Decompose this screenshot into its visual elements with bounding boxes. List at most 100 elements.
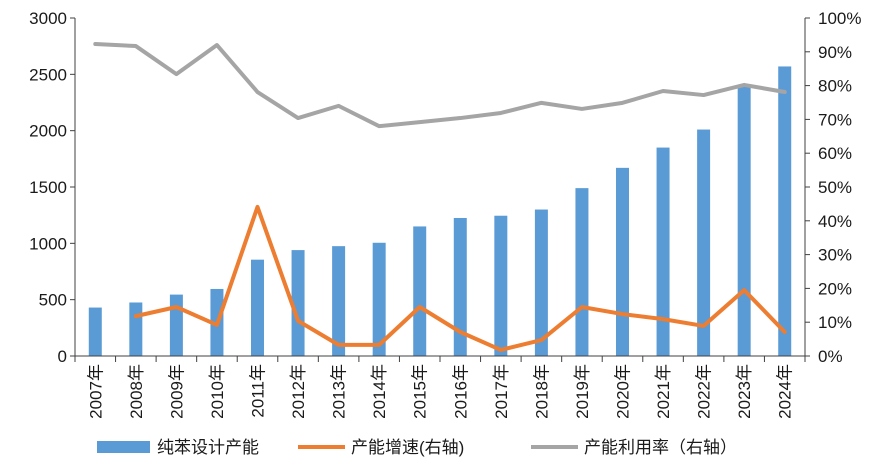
utilization-rate-point-2010 [215, 43, 219, 47]
growth-rate-point-2014 [377, 343, 381, 347]
utilization-rate-point-2019 [580, 107, 584, 111]
x-axis-tick-label: 2017年 [492, 364, 511, 419]
capacity-bar-2020 [616, 167, 629, 356]
growth-rate-point-2008 [134, 314, 138, 318]
utilization-rate-point-2008 [134, 44, 138, 48]
utilization-rate-point-2009 [174, 72, 178, 76]
capacity-bar-2015 [413, 226, 427, 356]
x-axis-tick-label: 2019年 [573, 364, 592, 419]
legend-swatch-capacity [97, 441, 150, 453]
capacity-bar-2008 [129, 302, 143, 356]
legend-item-utilization-rate: 产能利用率（右轴） [531, 438, 737, 457]
capacity-bar-2022 [697, 129, 711, 356]
growth-rate-point-2011 [256, 205, 259, 209]
right-axis-tick-label: 70% [818, 110, 852, 129]
right-axis-tick-label: 20% [818, 279, 852, 298]
x-axis-tick-label: 2021年 [654, 364, 673, 419]
right-axis-tick-label: 50% [818, 178, 852, 197]
right-axis-tick-label: 90% [818, 43, 852, 62]
utilization-rate-point-2015 [418, 120, 422, 124]
utilization-rate-point-2017 [499, 111, 503, 115]
chart-axes: 0 500 1000 1500 2000 2500 3000 0% 10% 20% 30% 40% 50… [29, 9, 861, 419]
x-axis-tick-label: 2022年 [695, 364, 714, 419]
x-axis-tick-label: 2010年 [208, 364, 227, 419]
capacity-bar-2014 [372, 242, 386, 356]
utilization-rate-point-2020 [621, 101, 624, 105]
capacity-bar-2019 [575, 188, 589, 356]
utilization-rate-point-2018 [539, 101, 543, 105]
x-axis-tick-label: 2018年 [532, 364, 551, 419]
capacity-bar-2013 [332, 246, 346, 356]
utilization-rate-point-2011 [256, 90, 259, 94]
utilization-rate-point-2012 [296, 116, 300, 120]
x-axis-tick-label: 2013年 [330, 364, 349, 419]
x-axis-tick-label: 2015年 [411, 364, 430, 419]
x-axis-tick-label: 2008年 [127, 364, 146, 419]
left-axis-tick-label: 1500 [29, 178, 67, 197]
x-axis-tick-label: 2023年 [735, 364, 754, 419]
right-axis-tick-label: 10% [818, 313, 852, 332]
x-axis-tick-label: 2011年 [249, 364, 268, 418]
x-axis-tick-label: 2014年 [370, 364, 389, 419]
x-axis-tick-label: 2007年 [86, 364, 105, 419]
utilization-rate-point-2023 [742, 83, 746, 87]
legend-item-capacity: 纯苯设计产能 [97, 438, 259, 457]
capacity-bar-2016 [453, 217, 467, 356]
growth-rate-point-2009 [174, 305, 178, 309]
utilization-rate-series [93, 42, 787, 129]
growth-rate-point-2012 [296, 319, 300, 323]
left-axis-tick-label: 0 [58, 347, 67, 366]
legend-item-growth-rate: 产能增速(右轴) [298, 438, 464, 457]
right-axis-tick-label: 30% [818, 246, 852, 265]
growth-rate-point-2016 [458, 330, 462, 334]
right-axis-tick-label: 40% [818, 212, 852, 231]
growth-rate-point-2022 [702, 324, 706, 328]
utilization-rate-point-2007 [93, 42, 97, 46]
left-axis-tick-label: 500 [39, 291, 67, 310]
utilization-rate-point-2021 [661, 89, 665, 93]
right-axis-tick-label: 100% [818, 9, 861, 28]
x-axis-tick-label: 2020年 [614, 364, 633, 419]
capacity-bar-2009 [169, 294, 183, 356]
growth-rate-point-2018 [539, 338, 543, 342]
growth-rate-point-2010 [215, 323, 219, 327]
right-axis-tick-label: 60% [818, 144, 852, 163]
growth-rate-point-2017 [499, 348, 503, 352]
capacity-bars [88, 66, 792, 356]
capacity-bar-2021 [656, 147, 670, 356]
x-axis-tick-label: 2016年 [451, 364, 470, 419]
legend-label-utilization-rate: 产能利用率（右轴） [584, 438, 737, 457]
capacity-bar-2023 [737, 85, 751, 356]
capacity-bar-2007 [88, 307, 102, 356]
left-axis-tick-label: 2500 [29, 65, 67, 84]
capacity-bar-2012 [291, 250, 305, 356]
plot-area [88, 42, 792, 356]
capacity-bar-2018 [534, 209, 548, 356]
left-axis-tick-label: 3000 [29, 9, 67, 28]
capacity-bar-2011 [251, 259, 264, 356]
growth-rate-point-2024 [783, 330, 787, 334]
utilization-rate-point-2016 [458, 116, 462, 120]
growth-rate-point-2015 [418, 305, 422, 309]
x-axis-tick-label: 2009年 [167, 364, 186, 419]
right-axis-tick-label: 80% [818, 77, 852, 96]
chart-legend: 纯苯设计产能 产能增速(右轴) 产能利用率（右轴） [97, 438, 737, 457]
growth-rate-point-2019 [580, 305, 584, 309]
growth-rate-point-2013 [337, 343, 341, 347]
growth-rate-point-2021 [661, 317, 665, 321]
growth-rate-series [133, 204, 787, 352]
left-axis-tick-label: 2000 [29, 122, 67, 141]
capacity-bar-2024 [778, 66, 792, 356]
x-axis-tick-label: 2012年 [289, 364, 308, 419]
utilization-rate-point-2013 [337, 104, 341, 108]
utilization-rate-point-2024 [783, 90, 787, 94]
legend-label-growth-rate: 产能增速(右轴) [351, 438, 464, 457]
left-axis-tick-label: 1000 [29, 234, 67, 253]
utilization-rate-point-2022 [702, 93, 706, 97]
x-axis-tick-label: 2024年 [776, 364, 795, 419]
right-axis-tick-label: 0% [818, 347, 843, 366]
utilization-rate-point-2014 [377, 124, 381, 128]
capacity-bar-2017 [494, 215, 508, 356]
growth-rate-point-2020 [621, 312, 624, 316]
